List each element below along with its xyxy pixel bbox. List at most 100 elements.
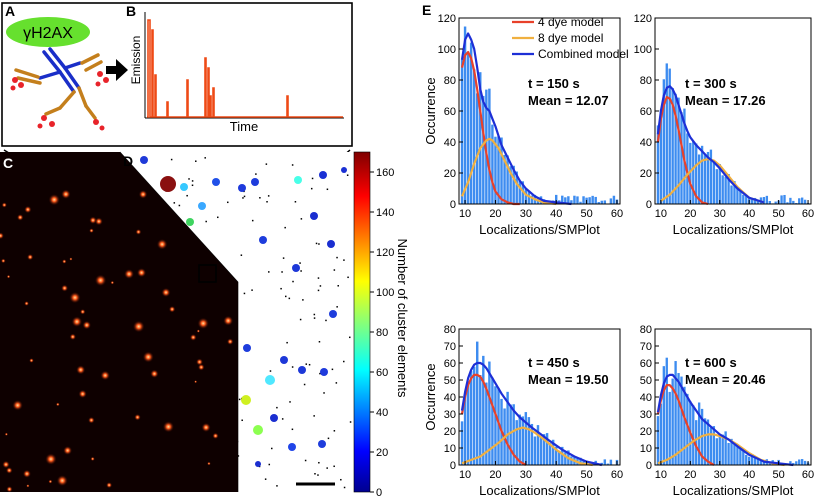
y-tick-label: 80 <box>444 75 456 87</box>
localization-dot <box>191 184 194 187</box>
histogram-bar <box>724 431 727 465</box>
localization-dot <box>289 401 291 403</box>
histogram-bar <box>524 188 528 204</box>
histogram-bar <box>591 195 594 204</box>
fluorescence-spot <box>76 365 86 375</box>
localization-dot <box>242 197 244 199</box>
histogram-bar <box>662 79 666 204</box>
histogram-bar <box>803 199 807 204</box>
cluster-marker <box>180 183 188 191</box>
histogram-bar <box>792 200 795 204</box>
fluorescence-spot <box>189 333 197 341</box>
localization-dot <box>204 157 206 159</box>
fluorescence-spot <box>16 214 24 221</box>
histogram-bar <box>750 454 754 465</box>
fluorescence-spot <box>136 268 147 278</box>
histogram-bar <box>536 425 540 465</box>
cluster-marker <box>212 178 220 186</box>
histogram-bar <box>479 72 482 204</box>
colorbar-tick-label: 100 <box>376 287 394 299</box>
localization-dot <box>318 243 320 245</box>
four-dye-curve <box>656 95 709 206</box>
fluorescence-spot <box>161 287 171 298</box>
localization-dot <box>299 262 301 264</box>
histogram-bar <box>718 436 721 465</box>
histogram-bar <box>506 391 509 465</box>
histogram-bar <box>656 416 660 465</box>
colorbar-tick-label: 60 <box>376 367 388 379</box>
x-tick-label: 30 <box>714 208 726 220</box>
localization-dot <box>318 341 321 343</box>
histogram-bar <box>780 195 783 204</box>
fluorescence-spot <box>162 421 175 433</box>
histogram-bar <box>697 402 701 465</box>
fluorescence-spot <box>69 333 77 341</box>
histogram-bar <box>768 462 771 465</box>
y-tick-label: 70 <box>640 341 652 353</box>
localization-dot <box>264 478 267 480</box>
histogram-bar <box>700 145 704 204</box>
cluster-marker <box>255 461 261 467</box>
histogram-bar <box>736 187 739 204</box>
histogram-bar <box>803 460 807 465</box>
histogram-bar <box>721 434 724 465</box>
cluster-marker <box>294 176 302 184</box>
gamma-h2ax-ellipse <box>6 17 90 47</box>
cluster-marker <box>251 178 259 186</box>
localization-dot <box>251 289 253 291</box>
fluorescence-spot <box>135 229 142 235</box>
histogram-bar <box>509 404 512 465</box>
localization-dot <box>243 292 246 295</box>
histogram-bar <box>609 198 613 204</box>
histogram-bar <box>494 136 497 204</box>
panel-d-label: D <box>123 153 133 169</box>
time-annotation: t = 600 s <box>685 355 737 370</box>
histogram-bar <box>762 461 766 465</box>
histogram-bar <box>795 461 798 465</box>
cluster-marker <box>241 395 251 405</box>
histogram-bar <box>469 371 473 465</box>
fluorescence-spot <box>56 475 68 487</box>
cluster-marker <box>198 202 206 210</box>
localization-dot <box>314 473 316 475</box>
cluster-marker <box>280 356 288 364</box>
localization-dot <box>255 173 257 175</box>
localization-dot <box>243 195 246 198</box>
histogram-bar <box>753 197 757 204</box>
eight-dye-curve <box>460 137 557 206</box>
time-annotation: t = 150 s <box>528 76 580 91</box>
x-tick-label: 50 <box>772 469 784 481</box>
x-tick-label: 50 <box>772 208 784 220</box>
histogram-bar <box>748 456 751 465</box>
fluorescence-spot <box>26 484 30 488</box>
y-tick-label: 0 <box>450 199 456 211</box>
histogram-bar <box>697 154 701 204</box>
emission-ylabel: Emission <box>129 36 143 85</box>
histogram-bar <box>733 443 736 465</box>
legend-label-8dye: 8 dye model <box>538 31 603 45</box>
y-tick-label: 30 <box>640 409 652 421</box>
localization-dot <box>317 474 319 476</box>
localization-dot <box>238 398 241 401</box>
histogram-bar <box>656 125 660 204</box>
gamma-h2ax-label: γH2AX <box>23 25 73 42</box>
colorbar-gradient <box>353 151 371 493</box>
histogram-bar <box>798 198 801 204</box>
fluorescence-spot <box>1 258 6 264</box>
localization-dot <box>276 485 278 487</box>
histogram-bar <box>466 382 470 465</box>
histogram-bar <box>668 68 671 204</box>
histogram-bar <box>469 42 473 204</box>
histogram-bar <box>680 376 683 465</box>
localization-dot <box>217 216 219 219</box>
colorbar-tick-label: 20 <box>376 447 388 459</box>
histogram-bar <box>612 195 616 204</box>
x-axis-label: Localizations/SMPlot <box>479 483 600 498</box>
localization-dot <box>205 220 207 223</box>
cluster-marker <box>320 368 328 376</box>
fluorescence-spot <box>27 253 34 261</box>
histogram-bar <box>756 457 760 465</box>
y-tick-label: 40 <box>640 392 652 404</box>
fluorescence-spot <box>1 202 7 208</box>
